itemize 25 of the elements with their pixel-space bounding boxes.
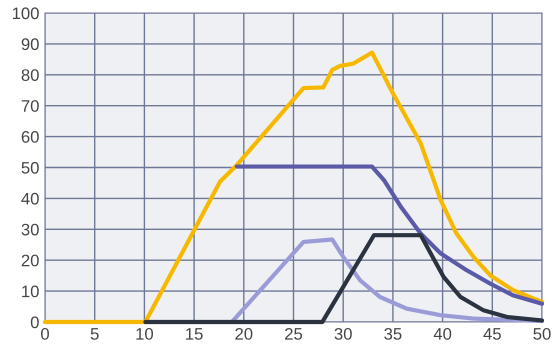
x-tick-label: 5 [90, 328, 99, 340]
y-tick-label: 90 [22, 38, 39, 50]
x-tick-label: 10 [136, 328, 154, 340]
line-series [143, 233, 544, 324]
x-tick-label: 15 [186, 328, 203, 340]
y-tick-label: 100 [12, 7, 39, 20]
y-tick-label: 60 [22, 131, 39, 143]
x-tick-label: 50 [533, 328, 551, 340]
x-tick-label: 45 [483, 328, 501, 340]
x-tick-label: 40 [434, 328, 452, 340]
x-tick-label: 30 [334, 328, 352, 340]
y-tick-label: 40 [21, 192, 39, 205]
y-tick-label: 50 [22, 162, 39, 174]
y-tick-label: 20 [22, 254, 39, 266]
y-tick-label: 80 [22, 69, 39, 82]
y-tick-label: 10 [22, 286, 39, 298]
y-tick-label: 70 [22, 100, 39, 112]
x-tick-label: 25 [285, 328, 302, 340]
x-tick-label: 0 [41, 328, 49, 340]
line-series [230, 237, 544, 324]
x-tick-label: 20 [235, 328, 252, 340]
y-tick-label: 0 [30, 316, 39, 328]
x-tick-label: 35 [384, 328, 402, 340]
y-tick-label: 30 [22, 224, 39, 236]
line-series [234, 164, 544, 306]
